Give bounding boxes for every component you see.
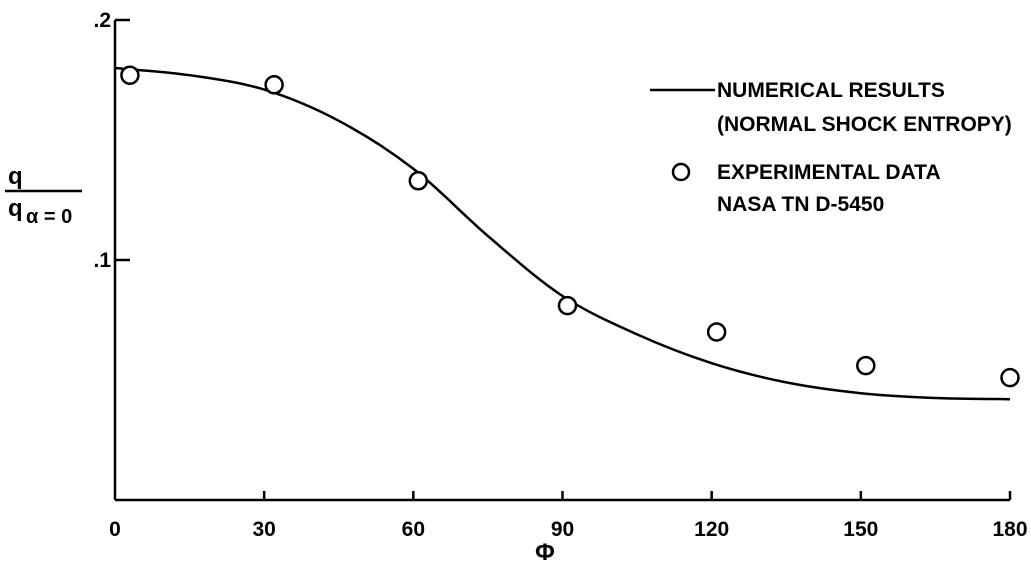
experimental-data-point (856, 355, 876, 376)
y-ticks: .1 .2 (93, 9, 130, 272)
x-tick-label: 90 (551, 518, 574, 541)
x-tick-label: 60 (402, 518, 425, 541)
legend-series-2-line-1: EXPERIMENTAL DATA (717, 161, 941, 184)
experimental-data-point (706, 322, 727, 342)
experimental-data-point (557, 295, 578, 316)
experimental-data-point (264, 75, 284, 95)
x-tick-label: 30 (252, 518, 275, 541)
y-axis-label-subscript: α = 0 (26, 206, 72, 228)
y-axis-label-denominator: q (8, 195, 23, 222)
y-tick-label: .2 (93, 9, 111, 32)
experimental-data-point (408, 171, 429, 191)
legend-series-1-line-2: (NORMAL SHOCK ENTROPY) (717, 113, 1012, 136)
x-tick-label: 0 (109, 518, 121, 541)
x-axis-label: Φ (535, 539, 555, 566)
legend-circle-icon (671, 162, 691, 182)
experimental-data-point (120, 65, 140, 85)
x-tick-label: 120 (694, 518, 729, 541)
x-tick-label: 180 (992, 518, 1027, 541)
legend: NUMERICAL RESULTS (NORMAL SHOCK ENTROPY)… (650, 79, 1012, 216)
legend-series-1-line-1: NUMERICAL RESULTS (717, 79, 945, 102)
x-tick-label: 150 (843, 518, 878, 541)
experimental-data-points (120, 65, 1020, 388)
x-ticks: 0 30 60 90 120 150 180 (109, 491, 1028, 541)
y-axis-label: q q α = 0 (5, 163, 82, 228)
y-tick-label: .1 (93, 249, 111, 272)
y-axis-label-numerator: q (8, 163, 23, 190)
legend-series-2-line-2: NASA TN D-5450 (717, 193, 884, 216)
experimental-data-point (1000, 367, 1020, 388)
numerical-results-curve (114, 66, 1011, 401)
